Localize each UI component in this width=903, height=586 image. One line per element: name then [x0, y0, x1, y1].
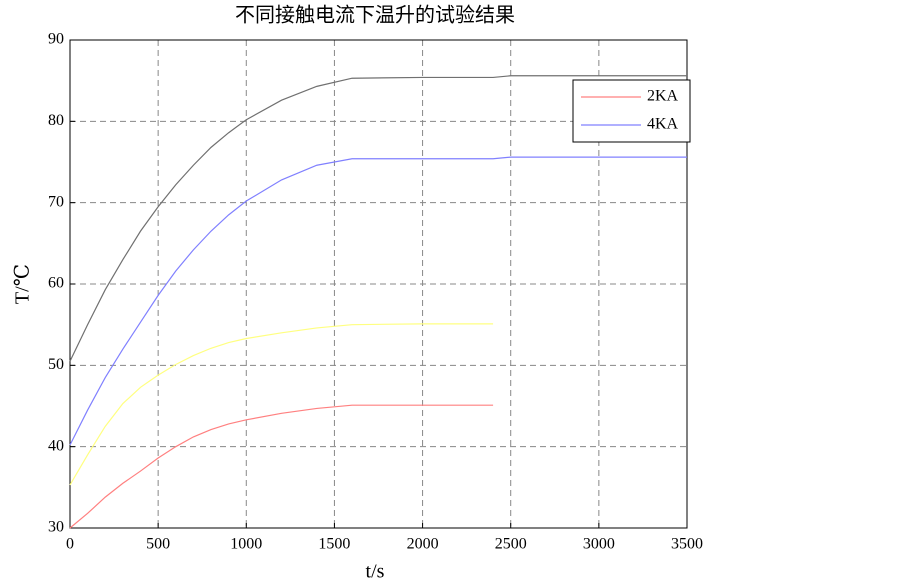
legend-label: 2KA [647, 88, 679, 105]
x-tick-label: 2500 [495, 536, 527, 553]
legend: 2KA 4KA [572, 79, 691, 143]
x-tick-label: 0 [66, 536, 74, 553]
x-tick-label: 3000 [583, 536, 615, 553]
y-axis-label: T/℃ [12, 264, 34, 304]
y-tick-label: 40 [48, 437, 64, 454]
x-tick-label: 500 [146, 536, 170, 553]
x-tick-label: 1000 [230, 536, 262, 553]
x-tick-label: 3500 [671, 536, 703, 553]
y-tick-label: 30 [48, 519, 64, 536]
series-line [69, 156, 687, 446]
chart-title: 不同接触电流下温升的试验结果 [235, 4, 515, 27]
x-axis-label: t/s [366, 561, 385, 583]
y-tick-label: 80 [48, 112, 64, 129]
y-tick-label: 60 [48, 275, 64, 292]
legend-label: 4KA [647, 116, 679, 133]
series-line [69, 404, 494, 529]
series-line [69, 323, 494, 486]
y-tick-label: 90 [48, 31, 64, 48]
plot-frame [69, 39, 688, 529]
legend-box [572, 79, 691, 143]
y-tick-label: 50 [48, 356, 64, 373]
y-tick-label: 70 [48, 193, 64, 210]
x-tick-label: 1500 [318, 536, 350, 553]
series-line [69, 75, 687, 362]
x-tick-label: 2000 [407, 536, 439, 553]
